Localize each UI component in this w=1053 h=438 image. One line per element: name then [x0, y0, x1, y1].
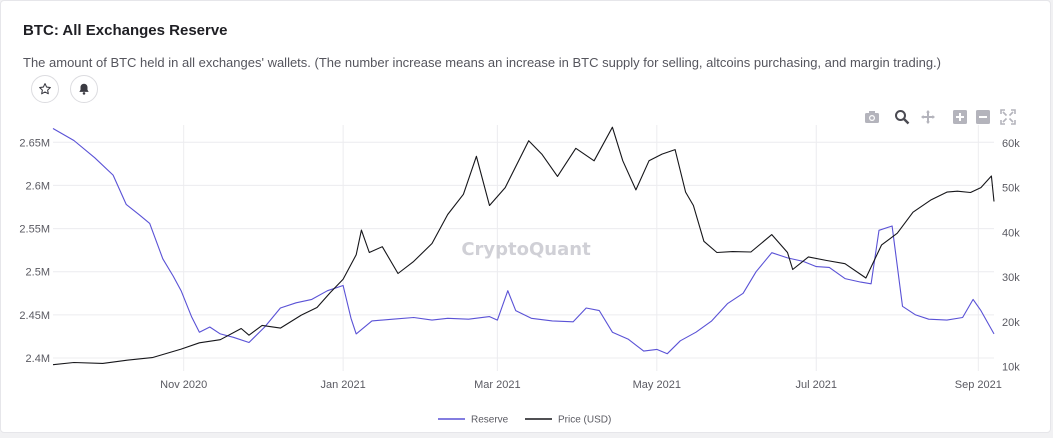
y-left-tick-label: 2.55M — [19, 224, 50, 236]
legend-label-reserve: Reserve — [471, 415, 509, 426]
y-right-tick-label: 10k — [1002, 362, 1020, 374]
legend-label-price: Price (USD) — [558, 415, 611, 426]
y-left-tick-label: 2.65M — [19, 137, 50, 149]
zoom-in-icon[interactable] — [951, 108, 969, 126]
series-layer — [52, 126, 995, 366]
series-line-price — [52, 126, 995, 366]
x-tick-label: Mar 2021 — [474, 379, 520, 391]
zoom-icon[interactable] — [893, 108, 911, 126]
page-title: BTC: All Exchanges Reserve — [23, 22, 228, 39]
chart-legend: Reserve Price (USD) — [438, 415, 611, 426]
axis-layer: 2.4M 2.45M 2.5M 2.55M 2.6M 2.65M 10k 20k 30k 40k 5… — [19, 137, 1020, 391]
y-right-tick-label: 30k — [1002, 272, 1020, 284]
x-tick-label: May 2021 — [633, 379, 681, 391]
reserve-price-chart: CryptoQuant 2.4M 2.45M 2.5M 2.55M 2.6M 2.65M 1… — [19, 125, 1020, 426]
y-left-tick-label: 2.6M — [26, 180, 50, 192]
series-line-reserve — [52, 128, 995, 355]
y-right-tick-label: 50k — [1002, 183, 1020, 195]
watermark: CryptoQuant — [461, 239, 591, 260]
camera-icon[interactable] — [863, 108, 881, 126]
autoscale-icon[interactable] — [999, 108, 1017, 126]
y-left-tick-label: 2.5M — [26, 267, 50, 279]
chart-description: The amount of BTC held in all exchanges'… — [23, 55, 941, 70]
alert-button[interactable] — [70, 75, 98, 103]
x-tick-label: Sep 2021 — [955, 379, 1002, 391]
y-right-tick-label: 40k — [1002, 227, 1020, 239]
star-icon — [39, 83, 51, 95]
x-tick-label: Jul 2021 — [795, 379, 837, 391]
pan-icon[interactable] — [919, 108, 937, 126]
y-left-tick-label: 2.45M — [19, 310, 50, 322]
y-right-tick-label: 20k — [1002, 317, 1020, 329]
bell-icon — [79, 83, 89, 95]
y-left-tick-label: 2.4M — [26, 353, 50, 365]
zoom-out-icon[interactable] — [974, 108, 992, 126]
favorite-button[interactable] — [31, 75, 59, 103]
y-right-tick-label: 60k — [1002, 138, 1020, 150]
x-tick-label: Jan 2021 — [321, 379, 366, 391]
x-tick-label: Nov 2020 — [160, 379, 207, 391]
